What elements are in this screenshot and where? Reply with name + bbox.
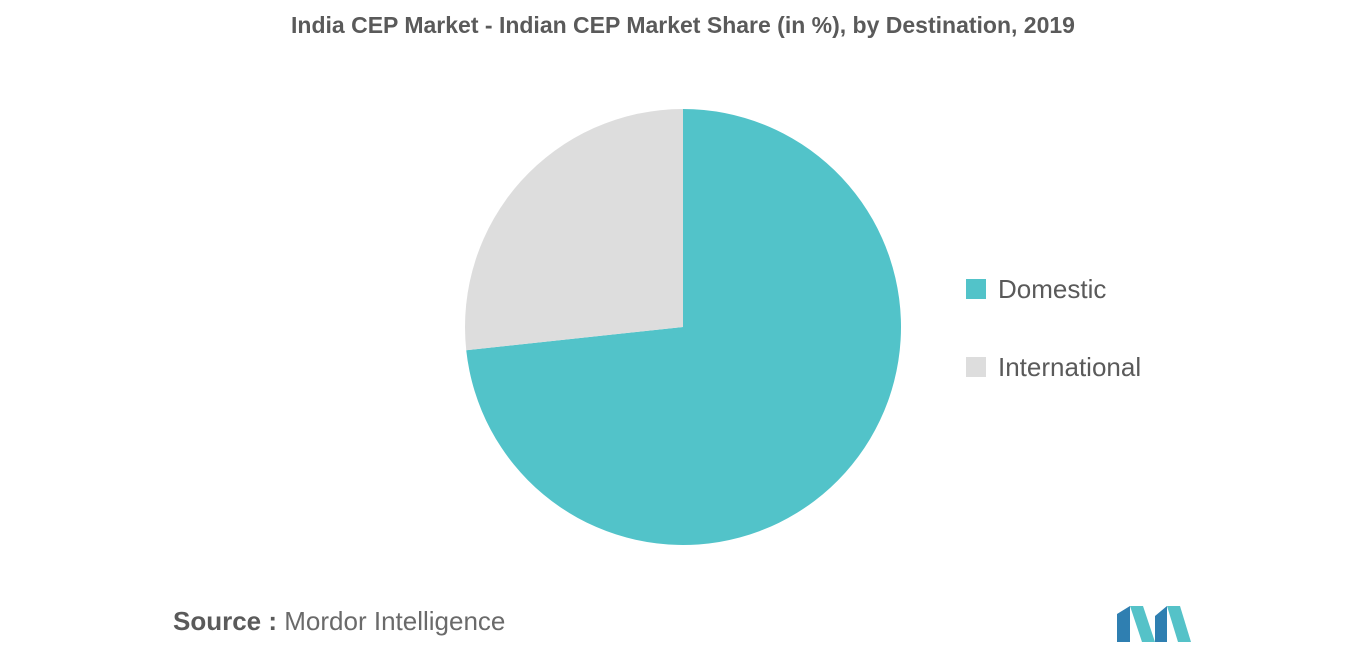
mordor-intelligence-logo <box>1117 606 1191 642</box>
source-text: Mordor Intelligence <box>284 606 506 636</box>
legend-swatch-international <box>966 357 986 377</box>
chart-title: India CEP Market - Indian CEP Market Sha… <box>291 12 1075 38</box>
legend-item-domestic: Domestic <box>966 272 1141 306</box>
logo-shape-4 <box>1167 606 1191 642</box>
source-label: Source : <box>173 606 278 636</box>
pie-slice-international <box>464 109 683 351</box>
logo-shape-1 <box>1117 606 1130 642</box>
pie-slice-domestic <box>466 109 901 545</box>
logo-shape-3 <box>1155 606 1167 642</box>
logo-shape-2 <box>1130 606 1155 642</box>
legend-label-domestic: Domestic <box>998 273 1107 304</box>
legend-item-international: International <box>966 350 1141 384</box>
legend-swatch-domestic <box>966 279 986 299</box>
source-note: Source : Mordor Intelligence <box>173 606 505 637</box>
legend: Domestic International <box>966 272 1141 428</box>
legend-label-international: International <box>998 351 1142 382</box>
